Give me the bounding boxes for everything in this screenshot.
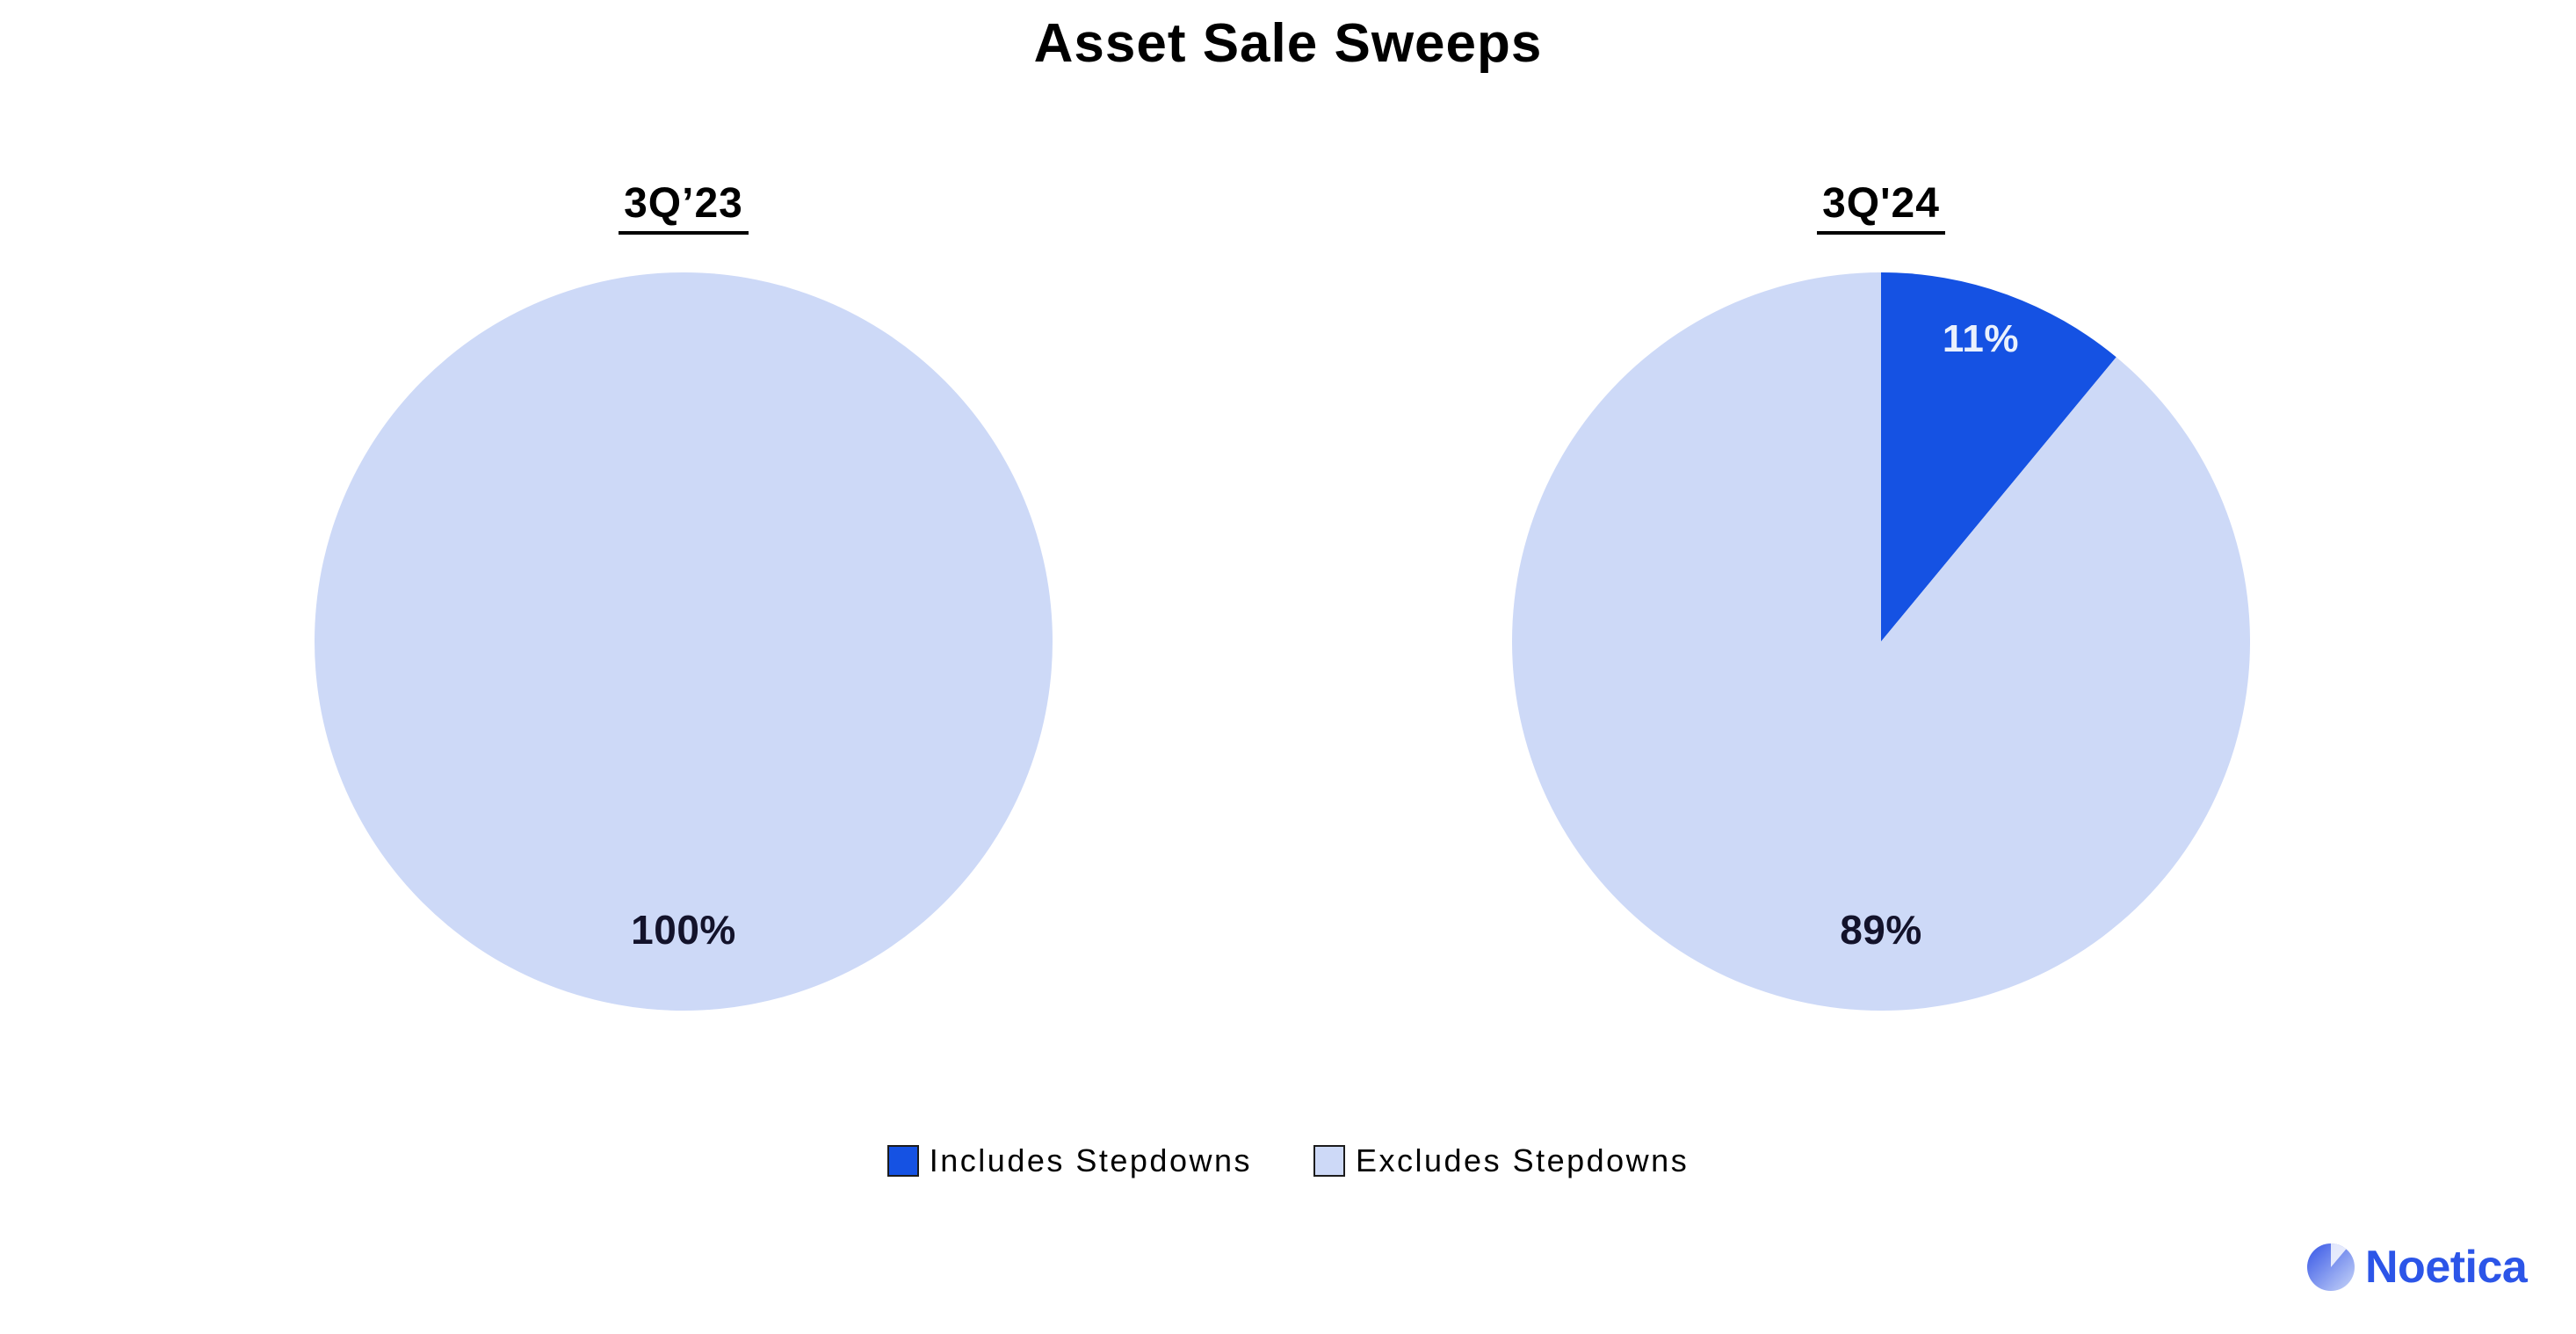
pie-slice-excludes-stepdowns [1512, 272, 2250, 1011]
pie-chart-3q24: 11% 89% [1512, 272, 2250, 1011]
legend-label-excludes-stepdowns: Excludes Stepdowns [1356, 1142, 1690, 1178]
pie-subtitle-3q24: 3Q'24 [1817, 179, 1945, 235]
pie-data-label-100pct: 100% [631, 906, 736, 953]
noetica-branding: Noetica [2307, 1241, 2528, 1294]
pie-subtitle-3q23: 3Q’23 [619, 179, 749, 235]
pie-subtitle-3q24-wrap: 3Q'24 [1512, 179, 2250, 235]
chart-title: Asset Sale Sweeps [1033, 13, 1543, 74]
legend-swatch-includes-stepdowns [886, 1145, 919, 1177]
legend-item-includes-stepdowns: Includes Stepdowns [886, 1142, 1252, 1179]
pie-data-label-89pct: 89% [1840, 906, 1922, 953]
pie-data-label-11pct: 11% [1942, 316, 2019, 360]
legend-item-excludes-stepdowns: Excludes Stepdowns [1313, 1142, 1689, 1179]
noetica-logo-icon [2307, 1243, 2355, 1291]
legend-swatch-excludes-stepdowns [1313, 1145, 1345, 1177]
pie-slice-excludes-stepdowns [315, 272, 1053, 1011]
pie-chart-3q23: 100% [315, 272, 1053, 1011]
noetica-wordmark: Noetica [2365, 1242, 2528, 1293]
pie-slice-includes-stepdowns [1881, 272, 2117, 642]
pie-subtitle-3q23-wrap: 3Q’23 [315, 179, 1053, 235]
legend: Includes Stepdowns Excludes Stepdowns [0, 1142, 2576, 1179]
legend-label-includes-stepdowns: Includes Stepdowns [929, 1142, 1252, 1178]
